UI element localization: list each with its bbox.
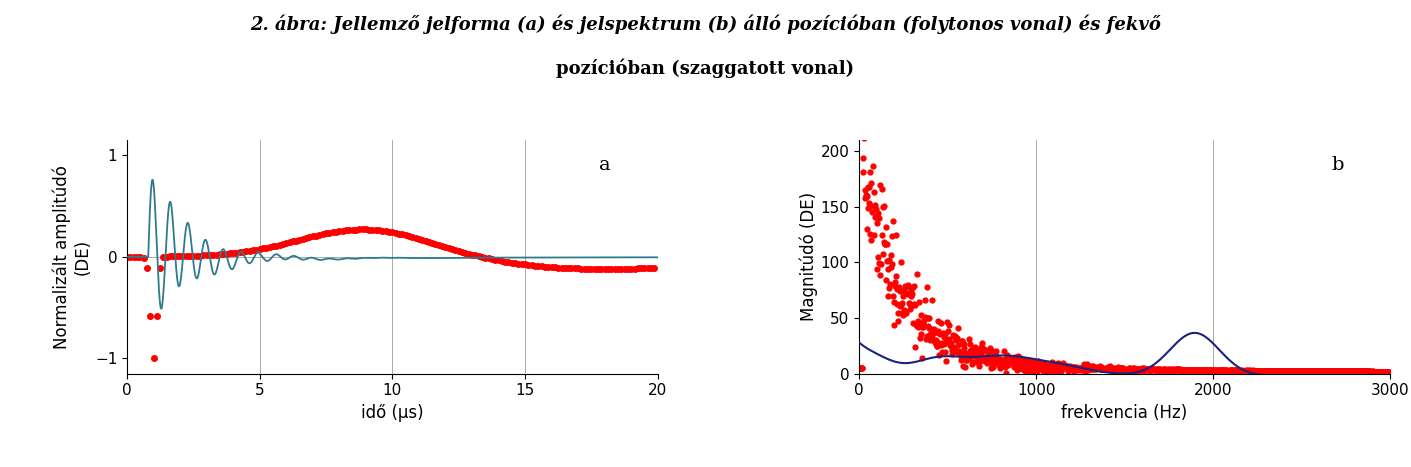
X-axis label: frekvencia (Hz): frekvencia (Hz)	[1061, 404, 1188, 422]
Text: b: b	[1332, 156, 1343, 175]
Text: pozícióban (szaggatott vonal): pozícióban (szaggatott vonal)	[556, 58, 855, 78]
Text: a: a	[600, 156, 611, 175]
Text: 2. ábra: Jellemző jelforma (a) és jelspektrum (b) álló pozícióban (folytonos von: 2. ábra: Jellemző jelforma (a) és jelspe…	[250, 14, 1161, 34]
X-axis label: idő (μs): idő (μs)	[361, 404, 423, 422]
Y-axis label: Normalizált amplitúdó
(DE): Normalizált amplitúdó (DE)	[52, 165, 92, 349]
Y-axis label: Magnitúdó (DE): Magnitúdó (DE)	[800, 192, 818, 321]
